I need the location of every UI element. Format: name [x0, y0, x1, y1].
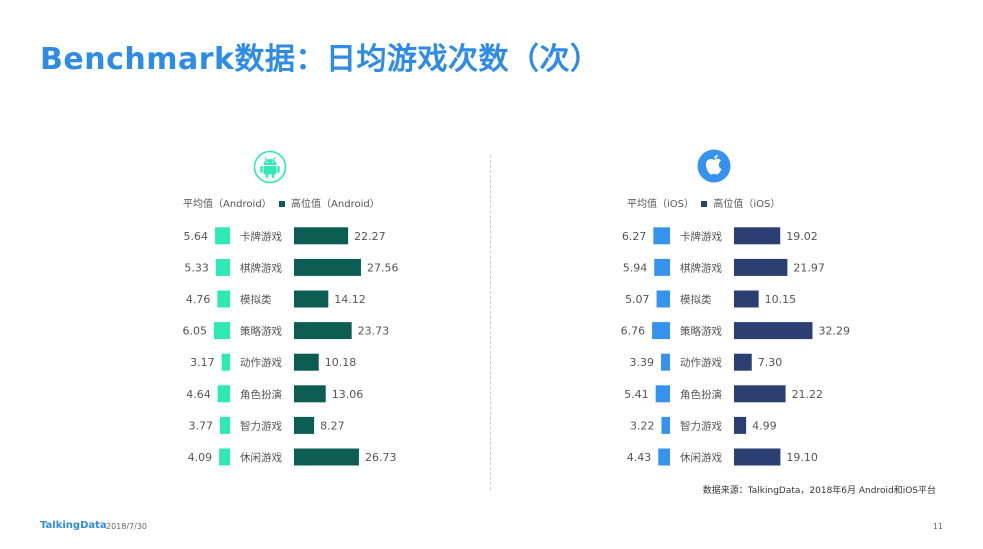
ios-avg-bar — [656, 290, 670, 308]
android-category-label: 智力游戏 — [240, 419, 282, 432]
android-icon — [253, 150, 287, 184]
android-high-value-label: 10.18 — [325, 356, 357, 369]
android-bar-chart: 5.64 卡牌游戏 22.27 5.33 棋牌游戏 27.56 4.76 模拟类 14.12 6.… — [182, 227, 399, 466]
ios-high-value-label: 21.97 — [793, 261, 825, 274]
ios-avg-bar — [653, 227, 670, 245]
android-high-bar — [294, 416, 315, 434]
android-avg-bar — [217, 385, 230, 403]
ios-high-bar — [734, 385, 786, 403]
ios-high-bar — [734, 353, 752, 371]
ios-high-value-label: 21.22 — [792, 388, 824, 401]
android-avg-bar — [215, 227, 230, 245]
ios-avg-bar — [661, 416, 670, 434]
android-high-value-label: 26.73 — [365, 451, 397, 464]
android-category-label: 休闲游戏 — [240, 451, 282, 464]
android-avg-value-label: 4.09 — [188, 451, 213, 464]
ios-avg-value-label: 6.27 — [622, 230, 647, 243]
ios-category-label: 动作游戏 — [680, 356, 722, 369]
ios-avg-value-label: 4.43 — [627, 451, 652, 464]
page-title: Benchmark数据：日均游戏次数（次） — [40, 42, 601, 77]
android-avg-value-label: 4.64 — [186, 388, 211, 401]
ios-avg-bar — [658, 448, 670, 466]
ios-high-value-label: 7.30 — [758, 356, 783, 369]
ios-avg-value-label: 5.07 — [625, 293, 650, 306]
android-high-value-label: 22.27 — [354, 230, 386, 243]
legend-label-avg-android: 平均值（Android） — [183, 199, 272, 210]
android-high-bar — [294, 385, 326, 403]
android-high-bar — [294, 258, 361, 276]
ios-avg-bar — [652, 322, 670, 340]
legend-swatch-high-android — [278, 201, 285, 207]
divider — [490, 155, 491, 490]
ios-avg-value-label: 3.39 — [630, 356, 655, 369]
android-high-bar — [294, 322, 352, 340]
legend-label-avg-ios: 平均值（iOS） — [627, 199, 694, 210]
legend-label-high-ios: 高位值（iOS） — [713, 199, 781, 210]
android-category-label: 策略游戏 — [240, 325, 282, 338]
ios-high-value-label: 10.15 — [765, 293, 797, 306]
ios-category-label: 棋牌游戏 — [680, 261, 722, 274]
android-high-value-label: 13.06 — [332, 388, 364, 401]
ios-avg-value-label: 5.41 — [624, 388, 649, 401]
android-avg-bar — [220, 416, 230, 434]
legend-swatch-high-ios — [701, 201, 708, 207]
android-high-bar — [294, 448, 359, 466]
android-avg-bar — [219, 448, 230, 466]
ios-avg-value-label: 5.94 — [623, 261, 648, 274]
android-category-label: 模拟类 — [240, 293, 272, 306]
apple-icon — [697, 149, 731, 183]
ios-high-value-label: 19.02 — [786, 230, 818, 243]
ios-high-bar — [734, 322, 813, 340]
android-avg-value-label: 5.64 — [184, 230, 209, 243]
ios-category-label: 卡牌游戏 — [680, 230, 722, 243]
android-avg-value-label: 5.33 — [184, 261, 209, 274]
ios-high-bar — [734, 227, 781, 245]
android-avg-bar — [213, 322, 230, 340]
ios-high-value-label: 4.99 — [752, 419, 777, 432]
ios-avg-bar — [655, 385, 670, 403]
android-avg-value-label: 3.77 — [189, 419, 214, 432]
ios-avg-bar — [661, 353, 670, 371]
ios-high-bar — [734, 416, 747, 434]
ios-avg-value-label: 3.22 — [630, 419, 655, 432]
legend-ios: 平均值（iOS） 高位值（iOS） — [627, 195, 780, 210]
ios-high-bar — [734, 258, 788, 276]
android-high-bar — [294, 353, 319, 371]
source-note: 数据来源：TalkingData，2018年6月 Android和iOS平台 — [702, 486, 936, 496]
ios-high-value-label: 19.10 — [786, 451, 818, 464]
android-avg-bar — [215, 258, 230, 276]
ios-avg-bar — [654, 258, 670, 276]
footer-date: 2018/7/30 — [106, 522, 148, 531]
android-high-value-label: 23.73 — [358, 325, 390, 338]
ios-high-bar — [734, 448, 781, 466]
ios-category-label: 智力游戏 — [680, 419, 722, 432]
android-avg-bar — [221, 353, 230, 371]
legend-label-high-android: 高位值（Android） — [291, 199, 380, 210]
android-high-value-label: 14.12 — [334, 293, 366, 306]
android-category-label: 卡牌游戏 — [240, 230, 282, 243]
android-avg-value-label: 4.76 — [186, 293, 211, 306]
ios-high-value-label: 32.29 — [818, 325, 850, 338]
android-category-label: 角色扮演 — [240, 388, 282, 401]
ios-category-label: 休闲游戏 — [680, 451, 722, 464]
android-high-value-label: 8.27 — [320, 419, 345, 432]
android-avg-bar — [217, 290, 230, 308]
ios-category-label: 角色扮演 — [680, 388, 722, 401]
android-high-bar — [294, 290, 329, 308]
android-avg-value-label: 3.17 — [190, 356, 215, 369]
android-high-value-label: 27.56 — [367, 261, 399, 274]
footer-brand-logo: TalkingData — [40, 520, 107, 531]
ios-category-label: 模拟类 — [680, 293, 712, 306]
page-number: 11 — [932, 522, 943, 531]
android-avg-value-label: 6.05 — [182, 325, 207, 338]
legend-android: 平均值（Android） 高位值（Android） — [183, 195, 380, 210]
android-high-bar — [294, 227, 349, 245]
ios-bar-chart: 6.27 卡牌游戏 19.02 5.94 棋牌游戏 21.97 5.07 模拟类 10.15 6.… — [621, 227, 850, 466]
android-category-label: 棋牌游戏 — [240, 261, 282, 274]
android-category-label: 动作游戏 — [240, 356, 282, 369]
ios-high-bar — [734, 290, 759, 308]
ios-avg-value-label: 6.76 — [621, 325, 646, 338]
ios-category-label: 策略游戏 — [680, 325, 722, 338]
